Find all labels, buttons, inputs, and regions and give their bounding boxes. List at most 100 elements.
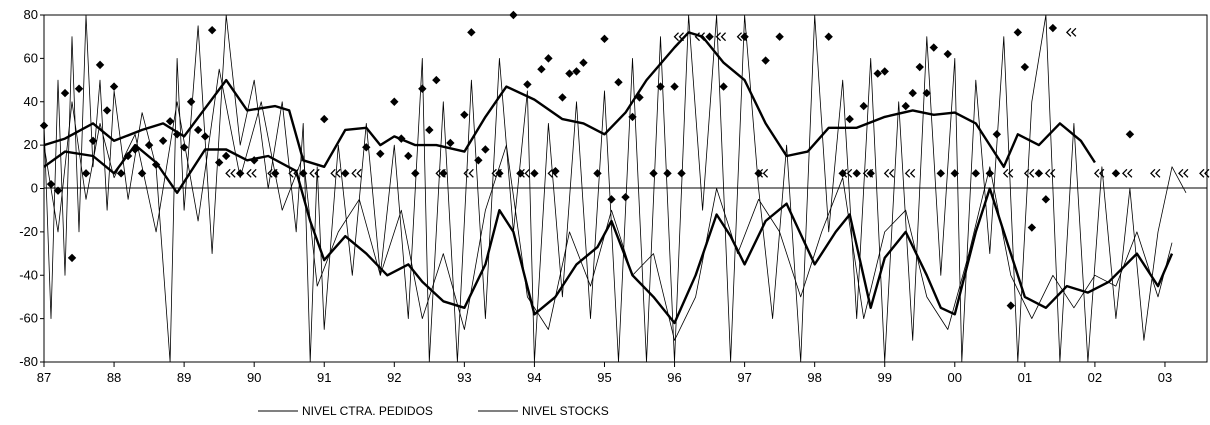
- x-tick-label: 00: [948, 370, 962, 385]
- diamond-marker: [116, 169, 126, 178]
- x-tick-label: 89: [177, 370, 191, 385]
- diamond-marker: [915, 62, 924, 72]
- diamond-marker: [565, 69, 574, 78]
- diamond-marker: [530, 169, 539, 178]
- x-axis: 87 88 89 90 91 92 93 94 95 96 97 98 99 00 01 02 03: [37, 362, 1172, 385]
- diamond-marker: [971, 169, 981, 178]
- diamond-marker: [1027, 223, 1037, 232]
- diamond-marker: [775, 32, 784, 41]
- diamond-marker: [404, 151, 413, 161]
- legend-label-pedidos: NIVEL CTRA. PEDIDOS: [302, 404, 433, 418]
- arrow-marker: [1122, 168, 1133, 178]
- arrow-marker: [351, 168, 362, 178]
- diamond-marker: [207, 25, 217, 35]
- series-line-1: [43, 143, 1174, 325]
- arrow-marker: [1093, 168, 1105, 178]
- x-tick-label: 01: [1018, 370, 1032, 385]
- diamond-marker: [1013, 28, 1023, 37]
- diamond-marker: [929, 43, 938, 52]
- diamond-marker: [705, 32, 714, 41]
- diamond-marker: [537, 65, 546, 74]
- diamond-marker: [200, 132, 210, 141]
- arrow-marker: [904, 168, 916, 178]
- diamond-marker: [866, 169, 875, 178]
- diamond-marker: [635, 93, 644, 102]
- diamond-marker: [656, 82, 665, 91]
- diamond-marker: [719, 82, 728, 91]
- diamond-marker: [193, 125, 203, 135]
- arrow-marker: [1178, 168, 1189, 178]
- diamond-marker: [481, 145, 490, 154]
- diamond-marker: [873, 69, 882, 78]
- diamond-marker: [845, 114, 854, 124]
- diamond-marker: [270, 169, 280, 178]
- diamond-marker: [411, 169, 420, 178]
- diamond-marker: [880, 67, 889, 76]
- diamond-marker: [593, 169, 602, 178]
- diamond-marker: [677, 169, 686, 178]
- diamond-marker: [523, 80, 532, 89]
- diamond-marker: [46, 179, 56, 189]
- x-tick-label: 93: [457, 370, 471, 385]
- diamond-marker: [621, 192, 630, 202]
- series-5: [225, 27, 1210, 178]
- diamond-marker: [376, 149, 385, 158]
- arrow-marker: [1065, 27, 1077, 37]
- arrow-marker: [1150, 168, 1161, 178]
- diamond-marker: [1111, 169, 1121, 178]
- diamond-marker: [663, 169, 672, 178]
- diamond-marker: [614, 78, 623, 87]
- diamond-marker: [649, 169, 658, 178]
- arrow-marker: [288, 168, 299, 178]
- series-line-0: [43, 31, 1096, 168]
- diamond-marker: [95, 60, 105, 70]
- diamond-marker: [1020, 62, 1030, 72]
- x-tick-label: 03: [1158, 370, 1172, 385]
- diamond-marker: [824, 32, 833, 41]
- arrow-marker: [673, 32, 685, 42]
- diamond-marker: [922, 88, 931, 98]
- diamond-marker: [908, 88, 917, 98]
- diamond-marker: [460, 110, 469, 119]
- diamond-marker: [74, 84, 84, 93]
- diamond-marker: [320, 114, 329, 124]
- diamond-marker: [144, 140, 154, 150]
- diamond-marker: [572, 67, 581, 76]
- diamond-marker: [299, 169, 308, 178]
- arrow-marker: [1023, 168, 1035, 178]
- diamond-marker: [544, 54, 553, 63]
- x-tick-label: 97: [737, 370, 751, 385]
- series-4: [39, 10, 1135, 310]
- diamond-marker: [1048, 23, 1058, 33]
- diamond-marker: [88, 136, 98, 145]
- y-tick-label: 0: [31, 181, 38, 196]
- diamond-marker: [740, 32, 749, 41]
- diamond-marker: [102, 106, 112, 115]
- y-tick-label: -40: [19, 267, 38, 282]
- diamond-marker: [214, 158, 224, 167]
- diamond-marker: [579, 58, 588, 67]
- legend-label-stocks: NIVEL STOCKS: [522, 404, 609, 418]
- arrow-marker: [463, 168, 474, 178]
- series-1: [43, 143, 1174, 325]
- diamond-marker: [130, 145, 140, 154]
- diamond-marker: [179, 143, 189, 152]
- diamond-marker: [186, 97, 196, 106]
- diamond-marker: [165, 117, 175, 126]
- arrow-marker: [491, 168, 502, 178]
- diamond-marker: [600, 34, 609, 44]
- diamond-marker: [249, 156, 259, 165]
- series-line-2: [43, 14, 1187, 363]
- arrow-marker: [1044, 168, 1056, 178]
- diamond-marker: [418, 84, 427, 93]
- diamond-marker: [901, 101, 910, 111]
- arrow-marker: [246, 168, 257, 178]
- diamond-marker: [1006, 301, 1016, 310]
- series-layer: [39, 10, 1210, 363]
- arrow-marker: [309, 168, 320, 178]
- y-tick-label: 20: [24, 137, 38, 152]
- x-tick-label: 87: [37, 370, 51, 385]
- arrow-marker: [757, 168, 769, 178]
- x-tick-label: 92: [387, 370, 401, 385]
